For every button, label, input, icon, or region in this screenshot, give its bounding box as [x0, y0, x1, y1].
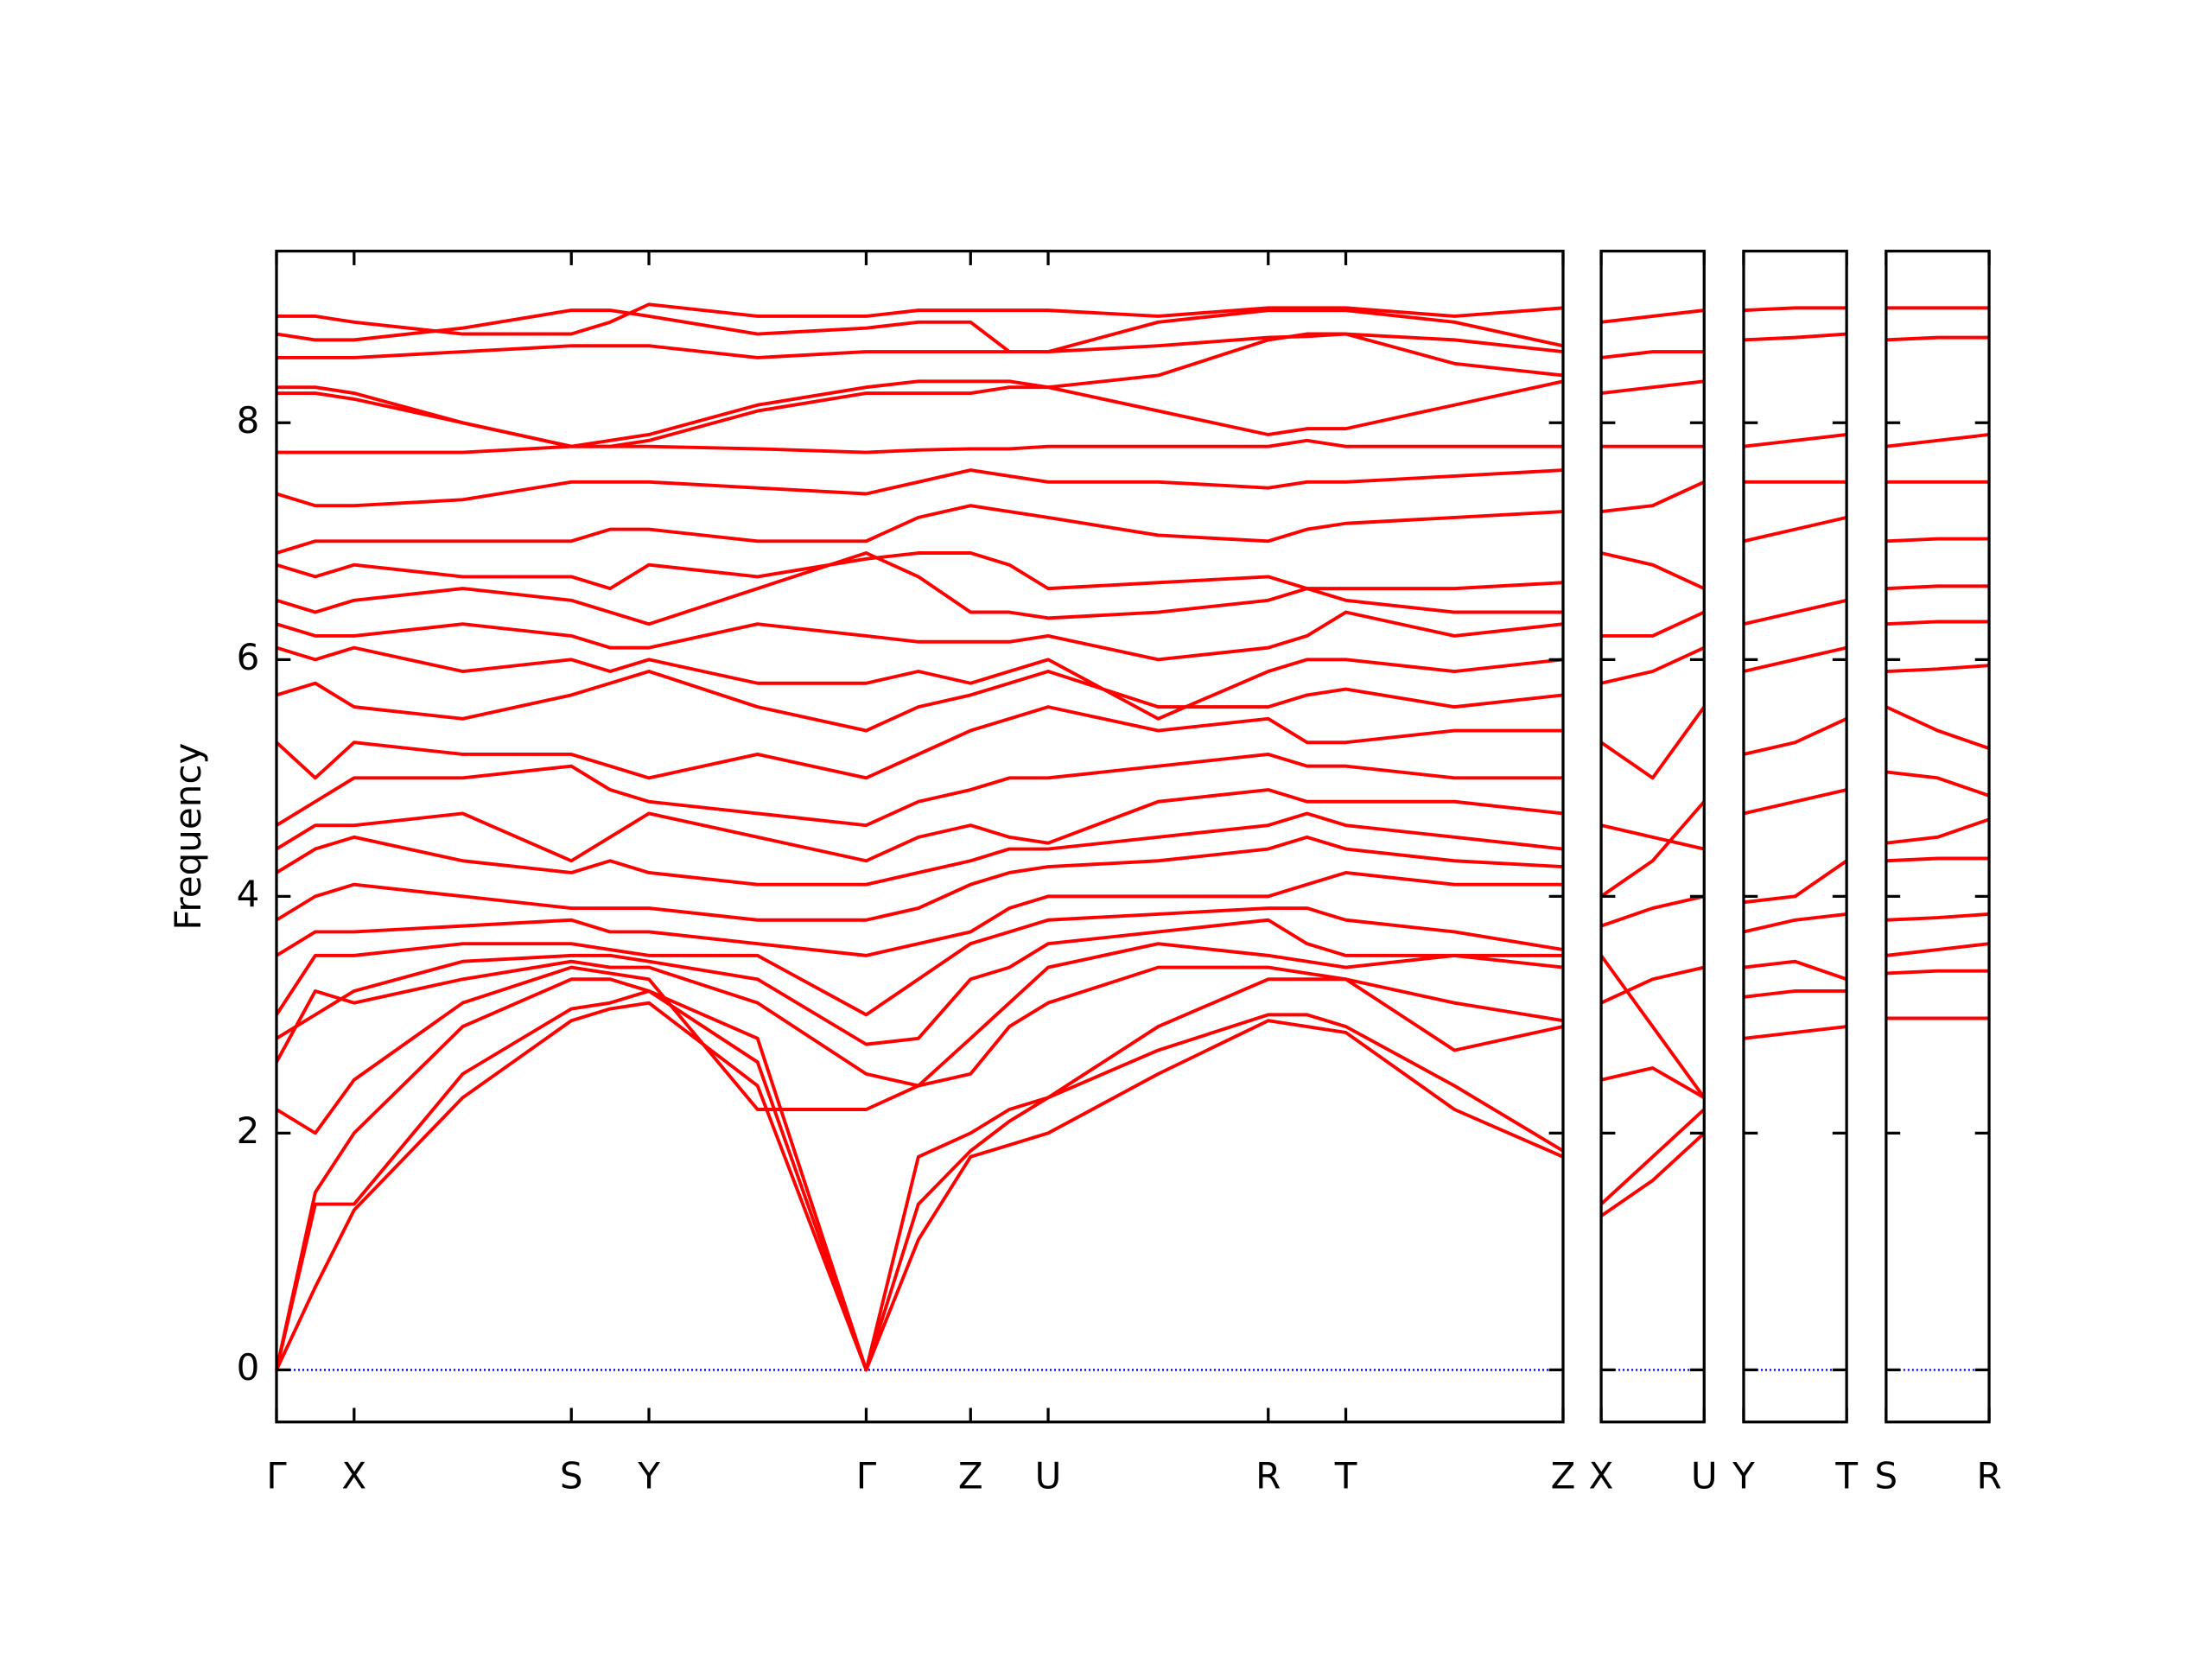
band-line: [1599, 1131, 1706, 1217]
x-tick-label: Γ: [266, 1455, 287, 1497]
band-line: [1743, 788, 1847, 816]
panel-frame: [1599, 249, 1706, 1424]
x-tick-label: X: [341, 1455, 366, 1497]
x-tick-label: S: [560, 1455, 583, 1497]
band-line: [276, 308, 1564, 354]
band-line: [1885, 969, 1990, 976]
band-line: [1601, 610, 1706, 638]
band-line: [1885, 584, 1990, 591]
band-line: [1600, 965, 1705, 1005]
x-tick-label: R: [1976, 1455, 2001, 1497]
band-line: [1885, 817, 1990, 845]
band-line: [1885, 620, 1990, 626]
band-line: [1599, 800, 1706, 898]
band-line: [1885, 705, 1990, 750]
band-line: [1600, 350, 1705, 359]
band-line: [1600, 645, 1706, 685]
x-tick-label: U: [1035, 1455, 1062, 1497]
band-line: [275, 918, 1563, 1046]
band-line: [275, 989, 1564, 1372]
band-line: [276, 302, 1564, 336]
band-line: [1743, 912, 1847, 934]
panel-frame: [1742, 249, 1848, 1424]
panel-frame: [275, 249, 1565, 1424]
band-line: [1600, 308, 1705, 324]
x-tick-label: Y: [637, 1455, 660, 1497]
y-axis-label: Frequency: [167, 743, 209, 931]
band-line: [1743, 859, 1848, 905]
band-line: [1743, 515, 1847, 543]
band-line: [1885, 537, 1990, 543]
band-line: [275, 752, 1563, 828]
band-line: [1600, 480, 1706, 513]
band-line: [275, 870, 1563, 957]
band-line: [1885, 942, 1990, 957]
x-tick-label: Z: [1551, 1455, 1576, 1497]
x-tick-label: U: [1691, 1455, 1718, 1497]
band-line: [1885, 335, 1990, 342]
x-tick-label: R: [1255, 1455, 1281, 1497]
band-line: [275, 705, 1563, 780]
band-line: [1600, 823, 1705, 851]
band-line: [1599, 705, 1706, 780]
band-line: [1885, 770, 1990, 798]
band-line: [1885, 664, 1990, 673]
band-line: [275, 811, 1564, 887]
band-line: [276, 438, 1563, 454]
band-line: [275, 942, 1564, 1088]
y-tick-label: 8: [237, 399, 260, 442]
band-line: [1743, 332, 1847, 342]
x-tick-label: S: [1875, 1455, 1898, 1497]
x-tick-label: T: [1334, 1455, 1357, 1497]
y-tick-label: 4: [237, 873, 260, 915]
band-line: [276, 332, 1564, 359]
band-line: [276, 379, 1564, 448]
band-line: [1885, 912, 1990, 922]
band-line: [275, 977, 1564, 1372]
band-line: [276, 670, 1564, 733]
band-line: [275, 788, 1564, 863]
band-line: [1885, 433, 1990, 448]
band-line: [275, 835, 1564, 922]
band-line: [275, 1001, 1564, 1372]
x-tick-label: Γ: [856, 1455, 877, 1497]
band-line: [1743, 433, 1847, 448]
band-line: [1600, 1066, 1706, 1099]
y-tick-label: 0: [237, 1346, 260, 1389]
band-line: [1599, 954, 1706, 1099]
x-tick-label: Z: [958, 1455, 983, 1497]
band-line: [275, 906, 1564, 1017]
panel-frame: [1885, 249, 1991, 1424]
band-line: [1743, 306, 1847, 313]
band-line: [1599, 1108, 1706, 1206]
band-line: [1600, 551, 1706, 590]
y-tick-label: 6: [237, 636, 260, 678]
x-tick-label: Y: [1732, 1455, 1755, 1497]
band-line: [1743, 717, 1847, 756]
band-line: [1743, 989, 1847, 999]
band-line: [1743, 598, 1847, 626]
band-line: [1600, 894, 1705, 928]
band-line: [1743, 1025, 1847, 1040]
band-line: [1600, 379, 1705, 395]
band-line: [276, 645, 1564, 721]
band-line: [1743, 959, 1847, 982]
band-line: [276, 551, 1564, 591]
band-line: [276, 468, 1564, 508]
x-tick-label: X: [1589, 1455, 1614, 1497]
band-line: [1743, 645, 1847, 673]
band-line: [276, 610, 1564, 662]
band-line: [276, 332, 1564, 448]
y-tick-label: 2: [237, 1109, 260, 1152]
band-line: [1885, 856, 1990, 863]
x-tick-label: T: [1834, 1455, 1858, 1497]
band-line: [276, 504, 1564, 555]
